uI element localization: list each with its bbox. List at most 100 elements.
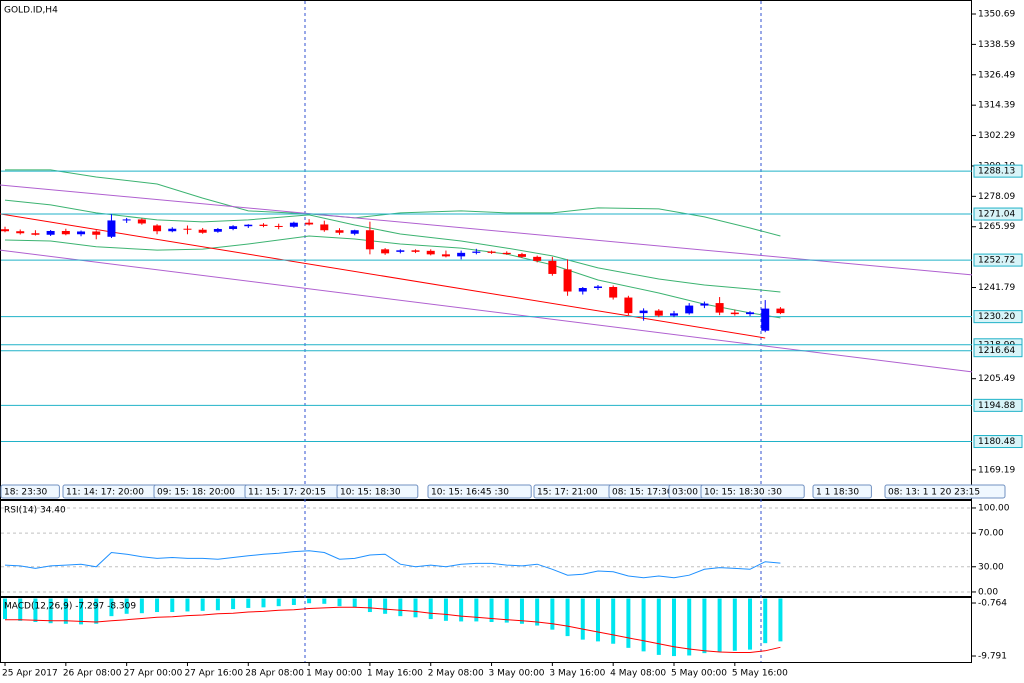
x-tick-label: 26 Apr 08:00 [63,669,122,679]
candle-body [517,254,526,257]
macd-bar [139,598,144,614]
rsi-panel [0,500,972,597]
macd-bar [595,598,600,642]
candle-body [168,228,177,232]
candle-body [715,303,724,313]
y-tick-label: 1350.69 [978,9,1015,19]
y-tick-label: 1278.09 [978,192,1015,202]
candle-body [1,229,10,232]
candle-body [563,269,572,292]
x-tick-label: 25 Apr 2017 [2,669,58,679]
level-label: 1288.13 [978,167,1015,177]
macd-bar [580,598,585,640]
overlay-line [0,249,973,373]
candle-body [61,230,70,235]
macd-bar [94,598,99,624]
macd-bar [626,598,631,648]
session-label: 10: 15: 18:30 [340,488,401,498]
candle-body [244,224,253,227]
macd-bar [413,598,418,618]
candle-body [365,230,374,250]
candle-body [320,224,329,231]
level-label-box [973,207,1023,221]
candle-body [289,222,298,227]
candle-body [350,230,359,234]
macd-bar [778,598,783,642]
macd-bar [109,598,114,617]
macd-bar [185,598,190,612]
candle-body [761,308,770,331]
candle-body [609,286,618,298]
signal-line [5,606,781,653]
candle-body [548,260,557,274]
macd-bar [3,598,8,620]
candle-body [183,228,192,230]
x-tick-label: 5 May 16:00 [732,669,788,679]
level-label-box [973,398,1023,412]
y-tick-label: 70.00 [978,529,1004,539]
candle-body [198,229,207,233]
macd-title: MACD(12,26,9) -7.297 -8.309 [4,602,136,612]
candle-body [669,313,678,316]
macd-bar [504,598,509,623]
session-label: 11: 15: 17: 20:15 [248,488,326,498]
candle-body [624,297,633,314]
level-label: 1194.88 [978,401,1015,411]
candle-body [229,226,238,229]
overlay-line [0,184,973,276]
candle-body [441,254,450,257]
y-tick-label: 1302.29 [978,131,1015,141]
candle-body [411,250,420,252]
macd-bar [656,598,661,655]
candle-body [153,225,162,232]
candle-body [396,250,405,252]
y-tick-label: 1338.59 [978,40,1015,50]
macd-bar [519,598,524,624]
macd-bar [48,598,53,624]
macd-bar [611,598,616,644]
candle-body [472,251,481,253]
candle-body [578,288,587,292]
level-label-box [973,164,1023,178]
macd-bar [79,598,84,625]
level-label: 1271.04 [978,210,1015,220]
candle-body [16,231,25,234]
session-label: 08: 13: 1 1 20 23:15 [888,488,980,498]
macd-bar [33,598,38,623]
candle-body [122,219,131,221]
macd-bar [352,598,357,608]
candle-body [746,312,755,315]
level-label: 1252.72 [978,256,1015,266]
x-tick-label: 5 May 00:00 [671,669,727,679]
session-label: 10: 15: 18:30 :30 [704,488,782,498]
y-tick-label: 1241.79 [978,283,1015,293]
macd-bar [231,598,236,610]
session-box [884,484,1006,499]
candle-body [274,225,283,227]
session-box [336,484,419,499]
candle-body [77,231,86,235]
session-box [427,484,532,499]
macd-bar [459,598,464,622]
macd-bar [276,598,281,607]
macd-bar [383,598,388,614]
level-label: 1216.64 [978,346,1015,356]
session-label: 11: 14: 17: 20:00 [66,488,144,498]
macd-bar [307,598,312,604]
x-tick-label: 27 Apr 16:00 [184,669,243,679]
macd-bar [443,598,448,621]
candle-body [259,224,268,226]
macd-bar [428,598,433,620]
candle-body [381,249,390,254]
y-tick-label: -0.764 [978,599,1007,609]
candle-body [533,256,542,261]
candle-body [776,308,785,314]
macd-bar [261,598,266,608]
candle-body [685,305,694,314]
macd-bar [398,598,403,617]
candle-body [335,230,344,233]
rsi-line [4,550,781,579]
x-tick-label: 3 May 00:00 [489,669,545,679]
candle-body [46,230,55,235]
